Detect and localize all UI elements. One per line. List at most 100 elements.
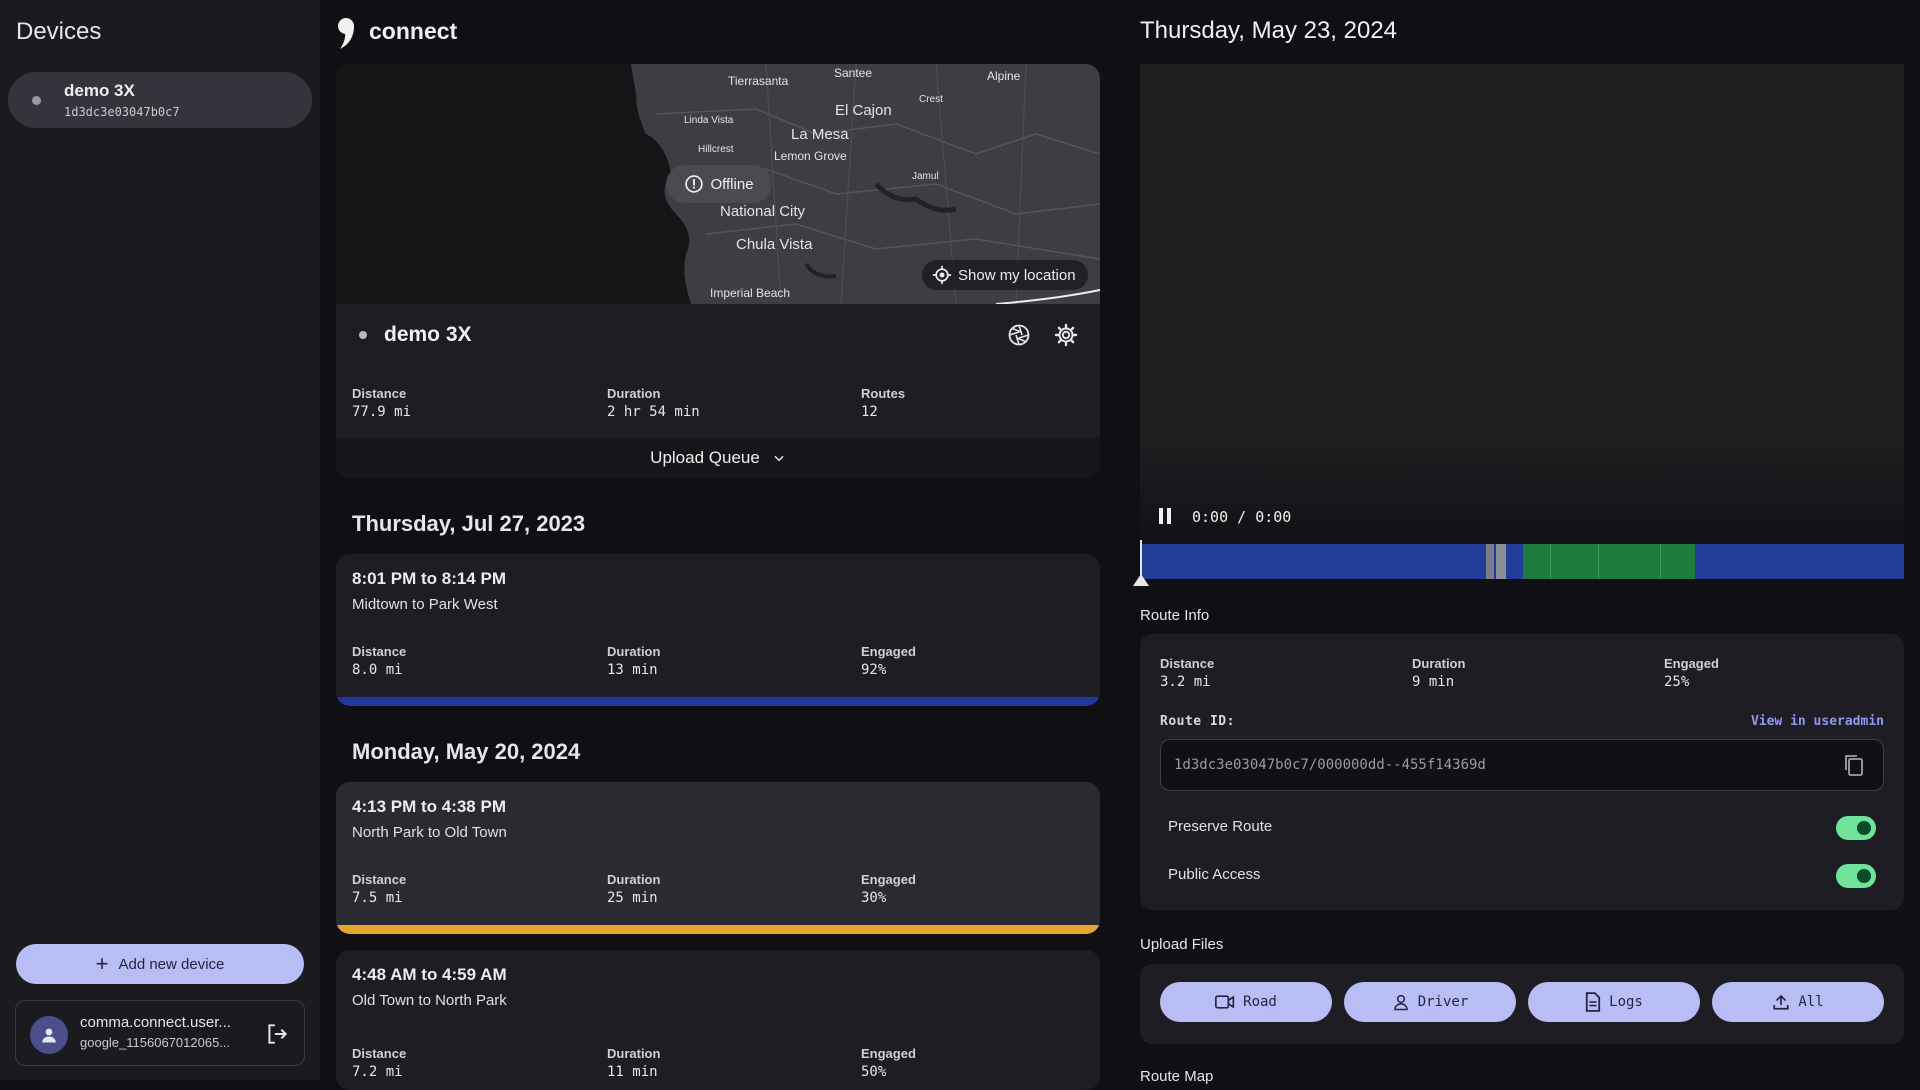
map-label: National City — [720, 203, 806, 220]
timeline-engaged-segment — [1523, 544, 1695, 579]
route-card[interactable]: 4:48 AM to 4:59 AM Old Town to North Par… — [336, 950, 1100, 1090]
route-name: Midtown to Park West — [352, 596, 498, 613]
offline-status-chip: Offline — [666, 165, 772, 203]
stat-value: 3.2 mi — [1160, 674, 1211, 690]
video-player[interactable]: 0:00 / 0:00 — [1140, 64, 1904, 544]
map-label: Hillcrest — [698, 144, 734, 155]
stat-label: Engaged — [861, 1046, 916, 1061]
timeline-segment — [1486, 544, 1494, 579]
account-id: google_1156067012065... — [80, 1035, 231, 1050]
upload-driver-button[interactable]: Driver — [1344, 982, 1516, 1022]
video-controls-shade — [1140, 444, 1904, 544]
view-in-useradmin-link[interactable]: View in useradmin — [1750, 714, 1884, 729]
upload-files-card: Road Driver Logs All — [1140, 964, 1904, 1044]
plus-icon: + — [95, 951, 109, 976]
account-card: comma.connect.user... google_11560670120… — [15, 1000, 305, 1066]
route-card-selected[interactable]: 4:13 PM to 4:38 PM North Park to Old Tow… — [336, 782, 1100, 934]
location-target-icon — [932, 265, 952, 285]
stat-value: 25 min — [607, 890, 658, 906]
sidebar-title: Devices — [16, 18, 102, 45]
map-label: El Cajon — [835, 102, 892, 119]
route-time: 4:48 AM to 4:59 AM — [352, 965, 507, 984]
upload-road-label: Road — [1243, 994, 1277, 1010]
stat-label: Distance — [352, 1046, 407, 1061]
route-timeline[interactable] — [1140, 544, 1904, 579]
map-label: Lemon Grove — [774, 149, 847, 163]
upload-logs-button[interactable]: Logs — [1528, 982, 1700, 1022]
show-location-label: Show my location — [958, 266, 1076, 284]
route-info-card: Distance 3.2 mi Duration 9 min Engaged 2… — [1140, 634, 1904, 910]
route-info-title: Route Info — [1140, 607, 1210, 624]
route-id-label: Route ID: — [1160, 714, 1235, 729]
stat-value: 11 min — [607, 1064, 658, 1080]
avatar — [30, 1016, 68, 1054]
copy-icon[interactable] — [1843, 753, 1865, 777]
stat-value: 12 — [861, 404, 878, 420]
preserve-route-label: Preserve Route — [1168, 818, 1273, 835]
map-label: Santee — [834, 66, 873, 80]
logout-icon[interactable] — [264, 1021, 290, 1047]
upload-road-button[interactable]: Road — [1160, 982, 1332, 1022]
show-my-location-button[interactable]: Show my location — [922, 260, 1088, 290]
account-name: comma.connect.user... — [80, 1014, 231, 1031]
stat-value: 2 hr 54 min — [607, 404, 700, 420]
device-name: demo 3X — [64, 81, 135, 100]
device-status-dot — [32, 96, 41, 105]
stat-label: Duration — [607, 644, 661, 659]
device-status-dot — [359, 331, 367, 339]
stat-label: Engaged — [861, 872, 916, 887]
stat-value: 92% — [861, 662, 887, 678]
upload-all-label: All — [1798, 994, 1824, 1010]
stat-label: Engaged — [1664, 656, 1719, 671]
device-panel-name: demo 3X — [384, 323, 472, 346]
route-id-value: 1d3dc3e03047b0c7/000000dd--455f14369d — [1174, 757, 1486, 773]
stat-value: 9 min — [1412, 674, 1455, 690]
add-device-button[interactable]: + Add new device — [16, 944, 304, 984]
timeline-playhead[interactable] — [1133, 574, 1149, 586]
stat-label: Distance — [1160, 656, 1215, 671]
stat-label: Duration — [607, 872, 661, 887]
stat-value: 30% — [861, 890, 887, 906]
gear-icon — [1054, 323, 1078, 347]
toggle-knob — [1857, 869, 1871, 883]
pause-icon[interactable] — [1158, 507, 1172, 525]
device-id: 1d3dc3e03047b0c7 — [64, 105, 180, 119]
route-timeline-bar — [336, 925, 1100, 934]
camera-snapshot-button[interactable] — [1005, 321, 1033, 349]
chevron-down-icon — [774, 455, 784, 462]
device-list-item[interactable]: demo 3X 1d3dc3e03047b0c7 — [8, 72, 312, 128]
timeline-divider — [1550, 544, 1551, 579]
comma-logo-icon — [338, 18, 354, 49]
stat-label: Duration — [1412, 656, 1466, 671]
route-day-header: Thursday, Jul 27, 2023 — [352, 511, 586, 536]
public-access-toggle[interactable] — [1836, 864, 1876, 888]
upload-queue-label: Upload Queue — [650, 448, 760, 467]
map-label: Tierrasanta — [728, 74, 789, 88]
stat-label: Distance — [352, 644, 407, 659]
preserve-route-toggle[interactable] — [1836, 816, 1876, 840]
route-day-header: Monday, May 20, 2024 — [352, 739, 581, 764]
stat-value: 77.9 mi — [352, 404, 412, 420]
route-card[interactable]: 8:01 PM to 8:14 PM Midtown to Park West … — [336, 554, 1100, 706]
route-timeline-bar — [336, 697, 1100, 706]
map-label: Linda Vista — [684, 115, 734, 126]
route-id-field[interactable]: 1d3dc3e03047b0c7/000000dd--455f14369d — [1160, 739, 1884, 791]
upload-all-button[interactable]: All — [1712, 982, 1884, 1022]
stat-label: Duration — [607, 1046, 661, 1061]
device-map[interactable]: Tierrasanta Santee Alpine Crest El Cajon… — [336, 64, 1100, 304]
stat-value: 25% — [1664, 674, 1690, 690]
stat-value: 7.5 mi — [352, 890, 403, 906]
timeline-divider — [1598, 544, 1599, 579]
sidebar: Devices demo 3X 1d3dc3e03047b0c7 + Add n… — [0, 0, 320, 1080]
device-settings-button[interactable] — [1052, 321, 1080, 349]
upload-icon — [1773, 994, 1789, 1010]
upload-files-title: Upload Files — [1140, 936, 1224, 953]
upload-queue-button[interactable]: Upload Queue — [336, 438, 1100, 478]
device-panel: Tierrasanta Santee Alpine Crest El Cajon… — [336, 64, 1100, 478]
stat-value: 8.0 mi — [352, 662, 403, 678]
person-icon — [42, 1028, 56, 1043]
map-label: Imperial Beach — [710, 286, 791, 300]
timeline-divider — [1660, 544, 1661, 579]
route-time: 4:13 PM to 4:38 PM — [352, 797, 506, 816]
route-time: 8:01 PM to 8:14 PM — [352, 569, 506, 588]
